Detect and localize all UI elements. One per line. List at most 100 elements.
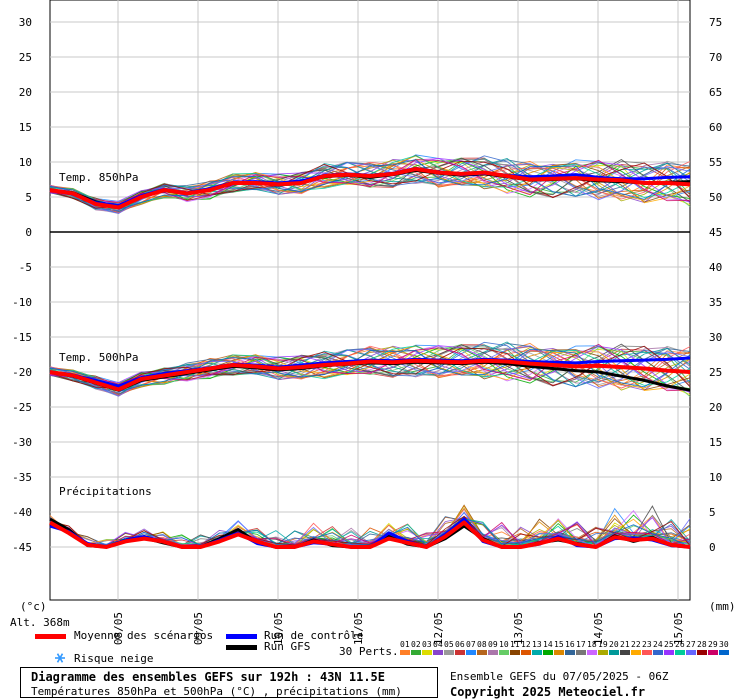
date-tick-label: 10/05: [272, 612, 285, 645]
precip-label: Précipitations: [59, 485, 152, 498]
left-tick-label: -25: [12, 401, 32, 414]
pert-swatch: [455, 650, 465, 655]
series-line-precip: [49, 520, 691, 549]
pert-swatch: [587, 650, 597, 655]
pert-number: 13: [532, 640, 542, 649]
perturbation-legend: 01 02 03 04 05 06 07 08 09 10 11 12 13 14 15 16 17 18 19 20…: [400, 640, 729, 655]
left-tick-label: 10: [19, 156, 32, 169]
left-tick-label: -5: [19, 261, 32, 274]
right-tick-label: 65: [709, 86, 722, 99]
right-tick-label: 10: [709, 471, 722, 484]
pert-swatch: [532, 650, 542, 655]
pert-number: 26: [675, 640, 685, 649]
legend-mean-swatch: [35, 634, 66, 639]
left-tick-label: 30: [19, 16, 32, 29]
pert-swatch: [719, 650, 729, 655]
pert-number: 25: [664, 640, 674, 649]
perturbation-line: [49, 159, 691, 210]
pert-number: 24: [653, 640, 663, 649]
left-tick-label: 0: [25, 226, 32, 239]
pert-number: 08: [477, 640, 487, 649]
date-tick-label: 14/05: [592, 612, 605, 645]
pert-swatch: [400, 650, 410, 655]
pert-number: 14: [543, 640, 553, 649]
pert-number: 27: [686, 640, 696, 649]
pert-swatch: [664, 650, 674, 655]
altitude-label: Alt. 368m: [10, 616, 70, 629]
date-tick-label: 11/05: [352, 612, 365, 645]
pert-swatch: [554, 650, 564, 655]
date-tick-label: 12/05: [432, 612, 445, 645]
pert-number: 29: [708, 640, 718, 649]
pert-swatch: [521, 650, 531, 655]
right-tick-label: 0: [709, 541, 716, 554]
perturbation-line: [49, 515, 691, 547]
pert-swatch: [642, 650, 652, 655]
pert-number: 05: [444, 640, 454, 649]
right-tick-label: 20: [709, 401, 722, 414]
pert-number: 16: [565, 640, 575, 649]
chart-title: Diagramme des ensembles GEFS sur 192h : …: [31, 670, 386, 684]
right-tick-label: 50: [709, 191, 722, 204]
perturbation-line: [49, 157, 691, 203]
legend-mean-label: Moyenne des scénarios: [74, 629, 214, 642]
left-tick-label: -35: [12, 471, 32, 484]
pert-number: 03: [422, 640, 432, 649]
pert-number: 11: [510, 640, 520, 649]
pert-number: 22: [631, 640, 641, 649]
pert-swatch: [444, 650, 454, 655]
pert-swatch: [620, 650, 630, 655]
series-line-t500: [49, 358, 691, 392]
pert-swatch: [543, 650, 553, 655]
right-tick-label: 75: [709, 16, 722, 29]
pert-swatch: [499, 650, 509, 655]
pert-swatch: [510, 650, 520, 655]
perturbation-line: [49, 345, 691, 393]
right-tick-label: 70: [709, 51, 722, 64]
right-tick-label: 45: [709, 226, 722, 239]
pert-swatch: [422, 650, 432, 655]
right-tick-label: 15: [709, 436, 722, 449]
left-tick-label: -20: [12, 366, 32, 379]
pert-number: 09: [488, 640, 498, 649]
pert-swatch: [433, 650, 443, 655]
pert-number: 15: [554, 640, 564, 649]
pert-number: 17: [576, 640, 586, 649]
left-tick-label: -30: [12, 436, 32, 449]
series-line-t850: [49, 167, 691, 210]
pert-number: 21: [620, 640, 630, 649]
pert-number: 12: [521, 640, 531, 649]
right-tick-label: 40: [709, 261, 722, 274]
legend-perts-label: 30 Perts.: [339, 645, 399, 658]
left-tick-label: -45: [12, 541, 32, 554]
perturbation-line: [49, 348, 691, 393]
pert-swatch: [576, 650, 586, 655]
pert-swatch: [466, 650, 476, 655]
legend-control-label: Run de contrôle: [264, 629, 364, 642]
date-tick-label: 15/05: [672, 612, 685, 645]
pert-number: 04: [433, 640, 443, 649]
chart-subtitle: Températures 850hPa et 500hPa (°C) , pré…: [31, 685, 402, 698]
snowflake-icon: [55, 653, 65, 663]
left-tick-label: 20: [19, 86, 32, 99]
plot-area: [49, 0, 691, 601]
right-tick-label: 60: [709, 121, 722, 134]
left-tick-label: -15: [12, 331, 32, 344]
pert-number: 23: [642, 640, 652, 649]
left-tick-label: 15: [19, 121, 32, 134]
left-unit: (°c): [20, 600, 47, 613]
pert-swatch: [477, 650, 487, 655]
pert-swatch: [488, 650, 498, 655]
pert-swatch: [609, 650, 619, 655]
right-tick-label: 55: [709, 156, 722, 169]
right-tick-label: 5: [709, 506, 716, 519]
legend-gfs-swatch: [226, 645, 257, 650]
perturbation-line: [49, 160, 691, 209]
pert-swatch: [708, 650, 718, 655]
pert-swatch: [686, 650, 696, 655]
pert-swatch: [653, 650, 663, 655]
left-tick-label: 25: [19, 51, 32, 64]
left-axis: 30 25 20 15 10 5 0 -5 -10 -15 -20 -25 -30 -35 -40 -45: [12, 16, 32, 554]
date-tick-label: 08/05: [112, 612, 125, 645]
legend-snow-label: Risque neige: [74, 652, 154, 665]
